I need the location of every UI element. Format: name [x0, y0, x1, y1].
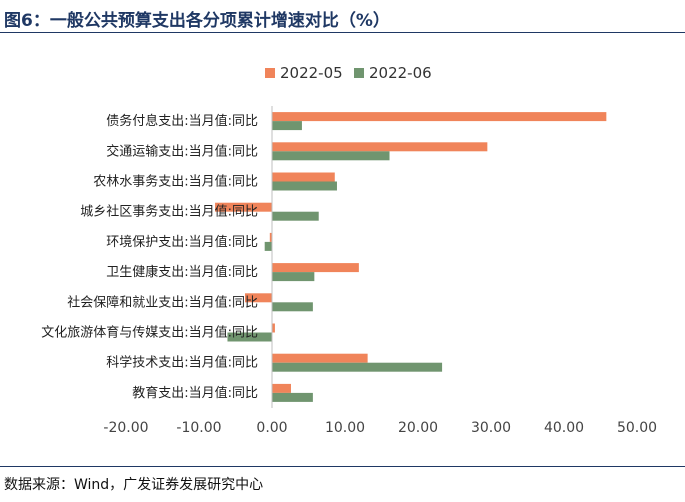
bar-2022-06-4 [264, 241, 272, 251]
x-tick-label-1: -10.00 [176, 420, 221, 436]
x-tick-label-4: 20.00 [398, 420, 438, 436]
bar-2022-06-0 [272, 121, 302, 131]
bar-2022-05-9 [272, 383, 291, 393]
bar-2022-06-6 [272, 302, 313, 312]
bar-2022-06-5 [272, 272, 315, 282]
source-note: 数据来源：Wind，广发证券发展研究中心 [4, 477, 264, 493]
x-tick-label-5: 30.00 [471, 420, 511, 436]
x-tick-label-0: -20.00 [103, 420, 148, 436]
footer-divider [0, 466, 685, 467]
category-label-8: 科学技术支出:当月值:同比 [106, 355, 258, 371]
bar-2022-06-7 [227, 332, 272, 342]
bar-2022-05-6 [244, 293, 272, 303]
x-tick-label-6: 40.00 [544, 420, 584, 436]
category-label-5: 卫生健康支出:当月值:同比 [106, 264, 258, 280]
legend-label-0: 2022-05 [280, 64, 343, 82]
category-label-6: 社会保障和就业支出:当月值:同比 [67, 294, 258, 310]
bar-2022-06-9 [272, 392, 313, 402]
legend-swatch-1 [354, 68, 364, 78]
bar-2022-05-8 [272, 353, 368, 363]
bar-2022-05-5 [272, 263, 359, 273]
category-label-3: 城乡社区事务支出:当月值:同比 [80, 204, 258, 220]
bar-2022-05-2 [272, 172, 335, 182]
title-divider [0, 32, 685, 33]
category-label-9: 教育支出:当月值:同比 [132, 385, 258, 401]
x-tick-label-2: 0.00 [256, 420, 287, 436]
bar-2022-06-3 [272, 211, 319, 221]
category-label-4: 环境保护支出:当月值:同比 [106, 234, 258, 250]
category-label-7: 文化旅游体育与传媒支出:当月值:同比 [41, 325, 258, 341]
bar-2022-05-3 [215, 202, 272, 212]
legend-label-1: 2022-06 [369, 64, 432, 82]
bar-2022-06-2 [272, 181, 337, 191]
bar-2022-05-7 [272, 323, 275, 333]
x-tick-label-7: 50.00 [617, 420, 657, 436]
bar-2022-06-1 [272, 151, 390, 161]
category-label-0: 债务付息支出:当月值:同比 [106, 113, 258, 129]
x-tick-label-3: 10.00 [325, 420, 365, 436]
chart-title: 图6：一般公共预算支出各分项累计增速对比（%） [4, 11, 390, 31]
bar-2022-05-1 [272, 142, 488, 152]
category-label-1: 交通运输支出:当月值:同比 [106, 143, 258, 159]
bar-2022-06-8 [272, 362, 443, 372]
category-label-2: 农林水事务支出:当月值:同比 [93, 174, 258, 190]
bar-2022-05-4 [269, 232, 272, 242]
bar-2022-05-0 [272, 112, 607, 122]
legend-swatch-0 [265, 68, 275, 78]
